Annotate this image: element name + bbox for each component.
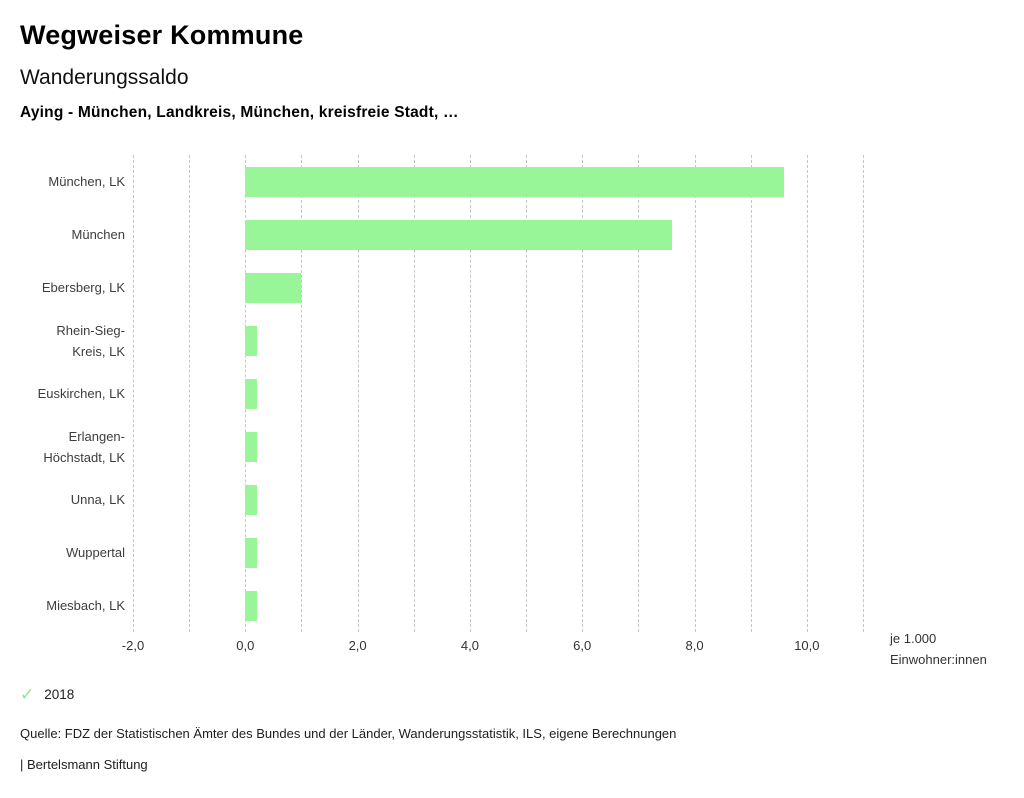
category-label: Miesbach, LK <box>46 598 125 613</box>
category-label-column: München, LK München Ebersberg, LK Rhein-Sie… <box>0 155 125 632</box>
gridline <box>638 155 640 632</box>
x-tick-label: 0,0 <box>236 638 255 653</box>
plot-area <box>133 155 864 632</box>
gridline <box>526 155 528 632</box>
gridline <box>750 155 752 632</box>
category-label: Unna, LK <box>70 492 125 507</box>
chart-title: Wanderungssaldo <box>20 66 189 89</box>
source-text: Quelle: FDZ der Statistischen Ämter des … <box>20 726 677 741</box>
x-tick-label: 6,0 <box>573 638 592 653</box>
x-tick-label: 4,0 <box>460 638 479 653</box>
gridline <box>694 155 696 632</box>
gridline <box>301 155 303 632</box>
category-label: Ebersberg, LK <box>41 280 125 295</box>
x-tick-label: 2,0 <box>348 638 367 653</box>
check-icon: ✓ <box>20 685 35 704</box>
category-label: München, LK <box>48 174 125 189</box>
gridline <box>863 155 864 632</box>
gridline <box>413 155 415 632</box>
gridline <box>133 155 134 632</box>
bar[interactable] <box>245 590 257 621</box>
gridline <box>469 155 471 632</box>
bar[interactable] <box>245 325 257 356</box>
x-tick-label: 10,0 <box>794 638 820 653</box>
chart-selection-subtitle: Aying - München, Landkreis, München, kre… <box>20 104 459 121</box>
gridline <box>806 155 808 632</box>
bar-chart: München, LK München Ebersberg, LK Rhein-Sie… <box>0 155 1024 667</box>
bar[interactable] <box>245 378 257 409</box>
axis-unit-label: je 1.000 Einwohner:innen <box>890 631 987 667</box>
category-label: Rhein-Sieg- Kreis, LK <box>56 322 125 359</box>
gridline <box>357 155 359 632</box>
bar[interactable] <box>245 219 673 250</box>
category-label: Erlangen- Höchstadt, LK <box>43 428 125 465</box>
bar[interactable] <box>245 272 302 303</box>
category-label: Euskirchen, LK <box>37 386 125 401</box>
category-label: Wuppertal <box>65 545 125 560</box>
legend-year-label: 2018 <box>44 687 75 702</box>
x-tick-label: -2,0 <box>121 638 145 653</box>
bar[interactable] <box>245 484 257 515</box>
x-axis: -2,0 0,0 2,0 4,0 6,0 8,0 10,0 <box>0 638 1024 656</box>
bar[interactable] <box>245 166 785 197</box>
gridline <box>582 155 584 632</box>
x-tick-label: 8,0 <box>685 638 704 653</box>
bar[interactable] <box>245 537 257 568</box>
gridline <box>189 155 191 632</box>
page-title: Wegweiser Kommune <box>20 20 304 50</box>
category-label: München <box>71 227 125 242</box>
branding-text: | Bertelsmann Stiftung <box>20 757 148 772</box>
legend-year-toggle[interactable]: ✓ 2018 <box>20 686 74 703</box>
bar[interactable] <box>245 431 257 462</box>
